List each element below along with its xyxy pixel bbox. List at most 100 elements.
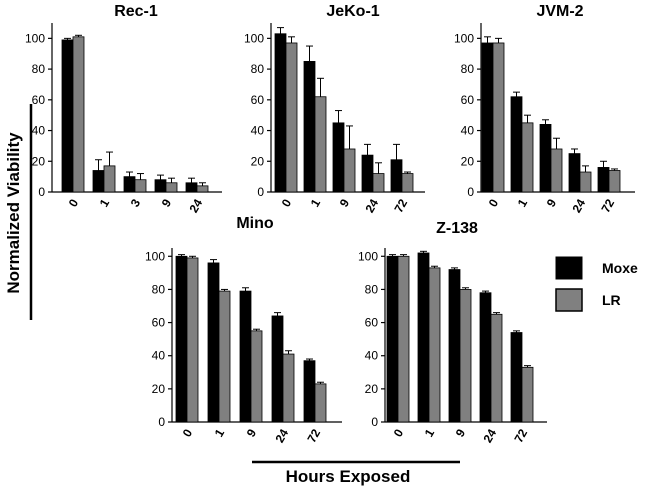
- y-tick-label-mino-40: 40: [152, 349, 166, 363]
- x-tick-label-jeko-1-1: 1: [308, 196, 324, 209]
- bar-z-138-moxe-1: [417, 252, 430, 423]
- x-tick-label-mino-0: 0: [180, 426, 196, 439]
- bar-rec-1-moxe-1: [92, 170, 105, 193]
- x-tick-label-jvm-2-9: 9: [544, 196, 560, 209]
- bar-jvm-2-moxe-24: [568, 153, 581, 193]
- y-tick-label-z-138-60: 60: [365, 316, 379, 330]
- bar-rec-1-lr-3: [134, 179, 147, 193]
- y-tick-label-mino-60: 60: [152, 316, 166, 330]
- bar-mino-moxe-24: [271, 315, 284, 423]
- x-tick-label-jvm-2-72: 72: [598, 196, 617, 215]
- bar-jeko-1-lr-1: [314, 96, 327, 193]
- panel-title-jvm-2: JVM-2: [536, 3, 583, 20]
- bar-jeko-1-moxe-24: [361, 154, 374, 193]
- x-tick-label-z-138-0: 0: [391, 426, 407, 439]
- bar-jvm-2-lr-72: [608, 170, 621, 193]
- y-tick-label-mino-100: 100: [145, 249, 165, 263]
- x-tick-label-mino-24: 24: [272, 426, 291, 445]
- y-tick-label-jeko-1-80: 80: [251, 62, 265, 76]
- y-tick-label-jvm-2-20: 20: [461, 154, 475, 168]
- x-tick-label-z-138-9: 9: [453, 426, 469, 439]
- bar-rec-1-lr-0: [72, 36, 85, 193]
- y-tick-label-z-138-100: 100: [358, 249, 378, 263]
- x-tick-label-rec-1-3: 3: [128, 196, 144, 209]
- x-tick-label-jvm-2-0: 0: [486, 196, 502, 209]
- y-tick-label-z-138-0: 0: [371, 415, 378, 429]
- bar-mino-lr-0: [186, 257, 199, 423]
- bar-z-138-lr-0: [397, 255, 410, 423]
- bar-z-138-moxe-72: [510, 332, 523, 423]
- bar-z-138-lr-9: [459, 289, 472, 423]
- y-tick-label-rec-1-40: 40: [32, 124, 46, 138]
- bar-mino-lr-24: [282, 353, 295, 423]
- bar-jvm-2-lr-0: [492, 42, 505, 193]
- panel-z-138: Z-138 0 20 40 60 80 100 0 1 9 24 72: [358, 220, 547, 445]
- legend-swatch-lr: [555, 288, 583, 312]
- y-tick-label-jeko-1-20: 20: [251, 154, 265, 168]
- x-axis-label: Hours Exposed: [286, 467, 411, 486]
- bar-mino-moxe-1: [207, 262, 220, 423]
- bar-jeko-1-moxe-72: [390, 159, 403, 193]
- bar-z-138-moxe-0: [386, 255, 399, 423]
- panel-title-rec-1: Rec-1: [114, 3, 158, 20]
- y-tick-label-mino-20: 20: [152, 382, 166, 396]
- y-tick-label-rec-1-100: 100: [25, 31, 45, 45]
- x-tick-label-mino-9: 9: [244, 426, 260, 439]
- y-tick-label-rec-1-60: 60: [32, 93, 46, 107]
- bar-rec-1-lr-9: [165, 182, 178, 193]
- x-tick-label-jeko-1-72: 72: [391, 196, 410, 215]
- y-tick-label-z-138-40: 40: [365, 349, 379, 363]
- bar-rec-1-moxe-3: [123, 176, 136, 193]
- x-tick-label-jvm-2-24: 24: [569, 196, 588, 215]
- bar-z-138-lr-1: [428, 267, 441, 423]
- y-tick-label-jvm-2-40: 40: [461, 124, 475, 138]
- panel-rec-1: Rec-1 0 20 40 60 80 100 0 1 3 9 24: [25, 3, 222, 215]
- x-tick-label-mino-72: 72: [304, 426, 323, 445]
- legend-label-moxe: Moxe: [602, 260, 638, 276]
- x-tick-label-rec-1-9: 9: [159, 196, 175, 209]
- bar-jeko-1-moxe-1: [303, 61, 316, 193]
- bar-jeko-1-moxe-9: [332, 122, 345, 193]
- bar-jvm-2-moxe-72: [597, 167, 610, 193]
- x-tick-label-jvm-2-1: 1: [515, 196, 531, 209]
- y-tick-label-jvm-2-80: 80: [461, 62, 475, 76]
- bar-mino-moxe-72: [303, 360, 316, 423]
- y-tick-label-rec-1-80: 80: [32, 62, 46, 76]
- bar-jeko-1-lr-72: [401, 173, 414, 193]
- bar-rec-1-moxe-9: [154, 179, 167, 193]
- bar-z-138-moxe-9: [448, 269, 461, 423]
- bar-jeko-1-lr-0: [285, 42, 298, 193]
- x-tick-label-jeko-1-24: 24: [362, 196, 381, 215]
- legend-label-lr: LR: [602, 292, 621, 308]
- y-tick-label-mino-80: 80: [152, 282, 166, 296]
- panel-title-z-138: Z-138: [436, 220, 478, 237]
- y-tick-label-rec-1-0: 0: [38, 185, 45, 199]
- x-tick-label-jeko-1-9: 9: [337, 196, 353, 209]
- x-tick-label-z-138-1: 1: [422, 426, 438, 439]
- bar-jvm-2-moxe-1: [510, 96, 523, 193]
- bar-rec-1-lr-1: [103, 165, 116, 193]
- bar-mino-lr-1: [218, 290, 231, 423]
- bar-mino-lr-9: [250, 330, 263, 423]
- x-tick-label-z-138-72: 72: [511, 426, 530, 445]
- y-tick-label-rec-1-20: 20: [32, 154, 46, 168]
- bar-jvm-2-lr-9: [550, 148, 563, 193]
- bar-jeko-1-lr-24: [372, 173, 385, 193]
- x-tick-label-rec-1-1: 1: [97, 196, 113, 209]
- x-tick-label-jeko-1-0: 0: [279, 196, 295, 209]
- bar-jvm-2-lr-1: [521, 122, 534, 193]
- panel-title-mino: Mino: [236, 215, 274, 232]
- bar-mino-moxe-0: [175, 255, 188, 423]
- bar-z-138-moxe-24: [479, 292, 492, 423]
- y-tick-label-z-138-80: 80: [365, 282, 379, 296]
- panel-title-jeko-1: JeKo-1: [326, 3, 379, 20]
- y-axis-label: Normalized Viability: [4, 132, 23, 294]
- y-tick-label-jvm-2-100: 100: [454, 31, 474, 45]
- bar-jvm-2-moxe-0: [481, 42, 494, 193]
- y-tick-label-mino-0: 0: [158, 415, 165, 429]
- y-tick-label-jvm-2-60: 60: [461, 93, 475, 107]
